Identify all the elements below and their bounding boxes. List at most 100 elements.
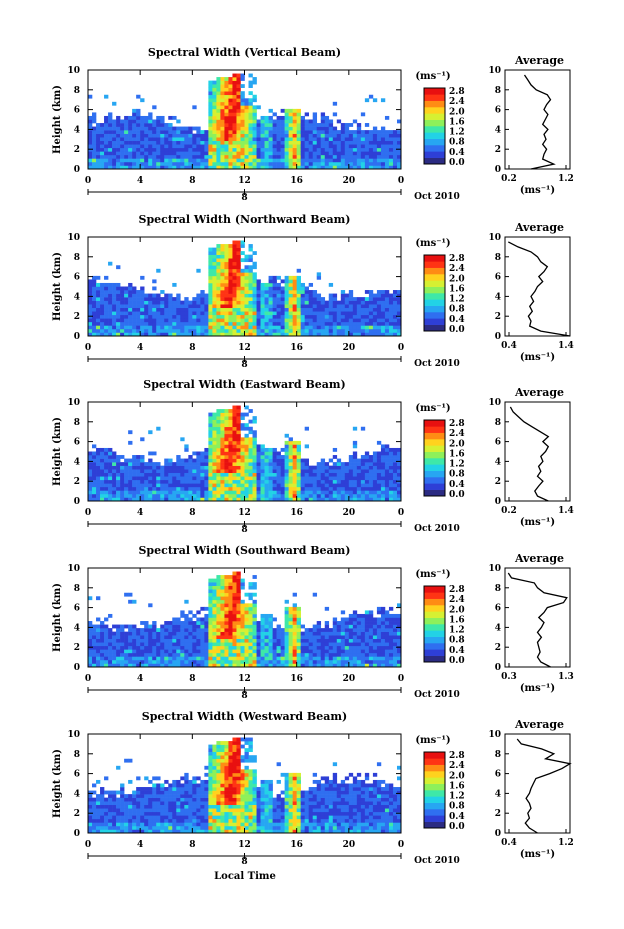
heatmap-cell (388, 465, 394, 470)
heatmap-cell (364, 290, 370, 294)
heatmap-cell (88, 165, 93, 170)
heatmap-cell (88, 638, 93, 643)
heatmap-cell (352, 624, 358, 629)
heatmap-cell (232, 578, 237, 583)
heatmap-cell (220, 112, 225, 117)
heatmap-cell (332, 311, 338, 316)
heatmap-cell (116, 126, 121, 131)
heatmap-cell (272, 490, 277, 495)
heatmap-cell (208, 84, 213, 88)
heatmap-cell (220, 621, 225, 625)
heatmap-cell (280, 638, 285, 643)
heatmap-cell (204, 304, 209, 309)
heatmap-cell (200, 645, 205, 650)
heatmap-cell (264, 455, 269, 459)
heatmap-cell (196, 130, 201, 134)
heatmap-cell (216, 419, 221, 424)
heatmap-cell (260, 479, 265, 484)
heatmap-cell (332, 469, 338, 474)
heatmap-cell (236, 603, 241, 608)
heatmap-cell (340, 631, 346, 636)
heatmap-cell (220, 645, 225, 650)
heatmap-cell (324, 321, 330, 326)
heatmap-cell (224, 628, 229, 632)
heatmap-cell (236, 332, 241, 337)
heatmap-cell (136, 325, 141, 330)
heatmap-cell (248, 635, 253, 640)
heatmap-cell (296, 444, 301, 449)
heatmap-cell (216, 147, 221, 152)
heatmap-cell (204, 297, 209, 301)
heatmap-cell (256, 165, 261, 170)
heatmap-cell (212, 293, 217, 298)
heatmap-cell (396, 476, 402, 481)
heatmap-cell (188, 469, 193, 474)
heatmap-cell (228, 290, 233, 294)
x-tick-label: 20 (343, 508, 356, 518)
heatmap-cell (296, 268, 301, 273)
heatmap-cell (344, 621, 350, 625)
heatmap-cell (200, 455, 205, 459)
heatmap-cell (352, 328, 358, 333)
heatmap-cell (216, 137, 221, 142)
heatmap-cell (332, 638, 338, 643)
heatmap-cell (280, 108, 285, 113)
heatmap-cell (244, 659, 249, 664)
heatmap-cell (88, 631, 93, 636)
heatmap-cell (352, 458, 358, 463)
heatmap-cell (104, 94, 109, 99)
heatmap-cell (212, 610, 217, 615)
heatmap-cell (288, 275, 293, 280)
heatmap-cell (88, 318, 93, 323)
heatmap-cell (100, 318, 105, 323)
heatmap-cell (320, 112, 326, 117)
heatmap-cell (116, 154, 121, 159)
heatmap-cell (304, 497, 309, 502)
heatmap-cell (280, 137, 285, 142)
heatmap-cell (108, 290, 113, 294)
heatmap-cell (136, 154, 141, 159)
heatmap-cell (328, 165, 334, 170)
heatmap-cell (216, 318, 221, 323)
heatmap-cell (116, 624, 121, 629)
heatmap-cell (336, 635, 342, 640)
heatmap-cell (236, 419, 241, 424)
heatmap-cell (272, 497, 277, 502)
heatmap-cell (356, 497, 362, 502)
heatmap-cell (164, 328, 169, 333)
y-tick-label: 6 (74, 438, 80, 448)
heatmap-cell (300, 631, 305, 636)
heatmap-cell (116, 486, 121, 491)
heatmap-cell (388, 451, 394, 456)
heatmap-cell (192, 126, 197, 131)
heatmap-cell (224, 631, 229, 636)
heatmap-cell (188, 663, 193, 668)
heatmap-cell (392, 458, 398, 463)
heatmap-cell (340, 635, 346, 640)
heatmap-cell (96, 645, 101, 650)
heatmap-cell (244, 472, 249, 477)
heatmap-cell (108, 645, 113, 650)
heatmap-cell (240, 251, 245, 255)
heatmap-cell (244, 321, 249, 326)
heatmap-cell (320, 165, 326, 170)
heatmap-cell (296, 656, 301, 661)
heatmap-cell (232, 596, 237, 601)
heatmap-cell (292, 462, 297, 466)
heatmap-cell (276, 628, 281, 632)
heatmap-cell (164, 147, 169, 152)
heatmap-cell (104, 290, 109, 294)
heatmap-cell (152, 161, 157, 166)
heatmap-cell (332, 642, 338, 647)
heatmap-cell (308, 663, 314, 668)
heatmap-cell (192, 497, 197, 502)
heatmap-cell (212, 161, 217, 166)
heatmap-cell (332, 663, 338, 668)
heatmap-cell (352, 165, 358, 170)
panel-title: Spectral Width (Southward Beam) (138, 544, 350, 557)
heatmap-cell (328, 314, 334, 319)
heatmap-cell (212, 419, 217, 424)
heatmap-cell (380, 490, 386, 495)
heatmap-cell (220, 638, 225, 643)
heatmap-cell (260, 455, 265, 459)
